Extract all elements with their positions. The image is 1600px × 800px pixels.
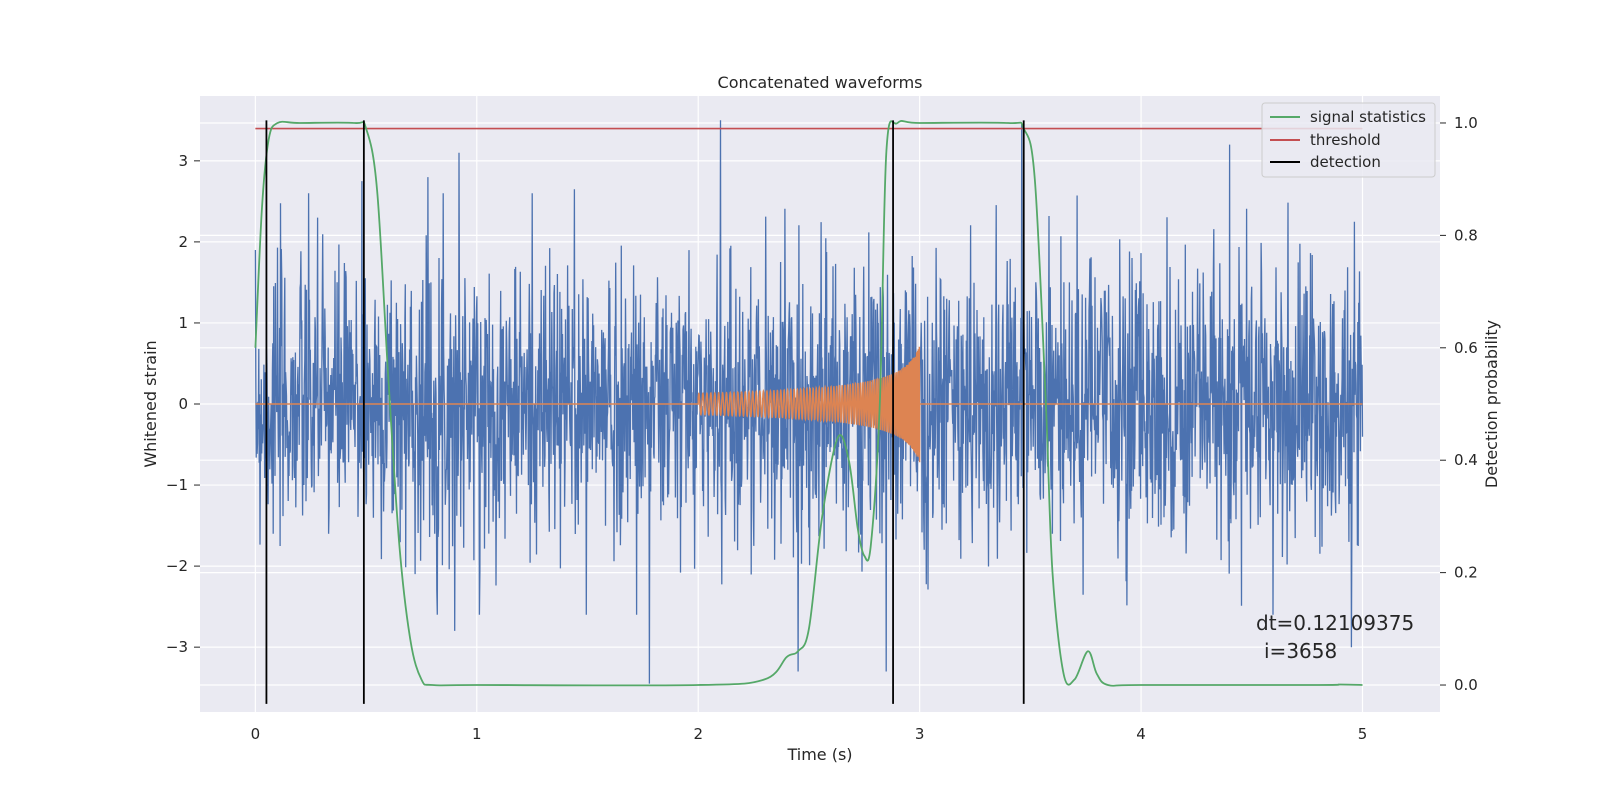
- series-signal-statistics: [254, 120, 1363, 687]
- x-tick-label: 5: [1358, 725, 1368, 743]
- y-tick-label-left: −2: [166, 557, 188, 575]
- y-tick-label-right: 0.4: [1454, 451, 1478, 469]
- y-axis-title-left: Whitened strain: [141, 340, 160, 467]
- y-axis-title-right: Detection probability: [1482, 320, 1501, 488]
- y-tick-label-left: 3: [178, 152, 188, 170]
- series-injected-signal: [255, 346, 1363, 463]
- y-tick-label-left: −3: [166, 638, 188, 656]
- x-tick-label: 3: [915, 725, 925, 743]
- chart-title: Concatenated waveforms: [718, 73, 923, 92]
- series-whitened-strain: [254, 120, 1364, 684]
- y-tick-label-right: 0.6: [1454, 339, 1478, 357]
- y-tick-label-right: 1.0: [1454, 114, 1478, 132]
- y-tick-label-left: 1: [178, 314, 188, 332]
- annotation-dt: dt=0.12109375: [1256, 611, 1414, 635]
- y-tick-label-right: 0.2: [1454, 564, 1478, 582]
- x-tick-label: 2: [693, 725, 703, 743]
- y-tick-label-right: 0.0: [1454, 676, 1478, 694]
- x-tick-label: 4: [1136, 725, 1146, 743]
- legend-label-threshold: threshold: [1310, 131, 1381, 149]
- y-tick-label-left: −1: [166, 476, 188, 494]
- data-layer: [254, 120, 1364, 704]
- y-tick-label-right: 0.8: [1454, 226, 1478, 244]
- y-tick-label-left: 2: [178, 233, 188, 251]
- x-axis-title: Time (s): [786, 745, 852, 764]
- legend: signal statistics threshold detection: [1261, 102, 1436, 178]
- tick-labels: 0 1 2 3 4 5 −3 −2 −1 0 1 2 3 0.0 0.2 0.4 0.6 0.8 1.0: [166, 114, 1478, 743]
- legend-label-signal-statistics: signal statistics: [1310, 108, 1426, 126]
- legend-box: [1261, 102, 1436, 178]
- legend-label-detection: detection: [1310, 153, 1381, 171]
- x-tick-label: 1: [472, 725, 482, 743]
- annotation-i: i=3658: [1264, 639, 1337, 663]
- x-tick-label: 0: [251, 725, 261, 743]
- y-tick-label-left: 0: [178, 395, 188, 413]
